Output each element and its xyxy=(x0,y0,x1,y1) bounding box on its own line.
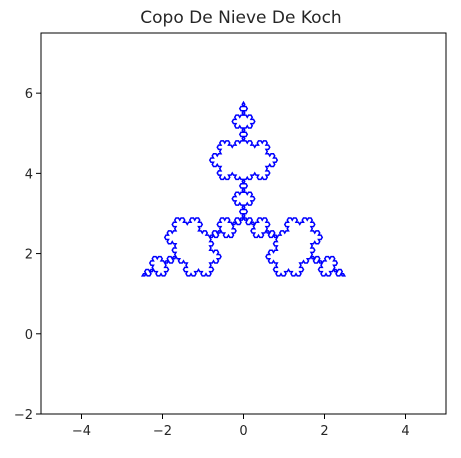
y-tick-label: 2 xyxy=(25,248,33,263)
y-tick-label: 4 xyxy=(25,167,33,182)
x-tick-label: 4 xyxy=(401,424,409,439)
y-axis: −2 0 2 4 6 xyxy=(14,87,41,423)
y-tick-label: 6 xyxy=(25,87,33,102)
x-tick-label: −4 xyxy=(72,424,91,439)
plot-frame xyxy=(40,32,447,415)
x-tick-label: 2 xyxy=(320,424,328,439)
series-line-koch-snowflake xyxy=(140,100,347,277)
plot-layer xyxy=(140,100,347,277)
chart-title: Copo De Nieve De Koch xyxy=(140,8,341,28)
y-tick-label: −2 xyxy=(14,408,33,423)
y-tick-label: 0 xyxy=(25,328,33,343)
x-axis: −4 −2 0 2 4 xyxy=(72,414,410,439)
x-tick-label: 0 xyxy=(239,424,247,439)
x-tick-label: −2 xyxy=(153,424,172,439)
